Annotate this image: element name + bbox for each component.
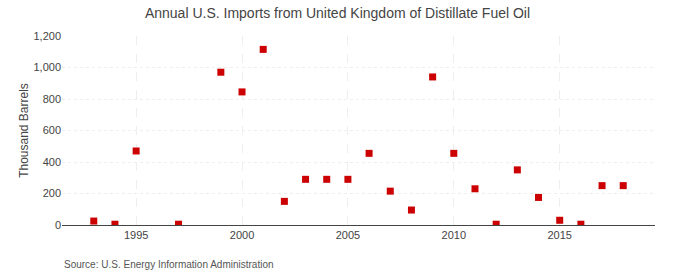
svg-text:0: 0 [55,219,61,231]
svg-text:Source: U.S. Energy Informatio: Source: U.S. Energy Information Administ… [64,259,274,270]
svg-text:2005: 2005 [336,229,360,241]
svg-text:2010: 2010 [442,229,466,241]
svg-text:1,000: 1,000 [33,61,61,73]
svg-text:600: 600 [43,124,61,136]
svg-text:2000: 2000 [230,229,254,241]
svg-text:200: 200 [43,187,61,199]
svg-text:2015: 2015 [547,229,571,241]
svg-text:Thousand Barrels: Thousand Barrels [17,83,31,178]
svg-text:Annual U.S. Imports from Unite: Annual U.S. Imports from United Kingdom … [145,5,530,21]
svg-text:400: 400 [43,156,61,168]
svg-text:1995: 1995 [124,229,148,241]
svg-text:1,200: 1,200 [33,30,61,42]
svg-text:800: 800 [43,93,61,105]
